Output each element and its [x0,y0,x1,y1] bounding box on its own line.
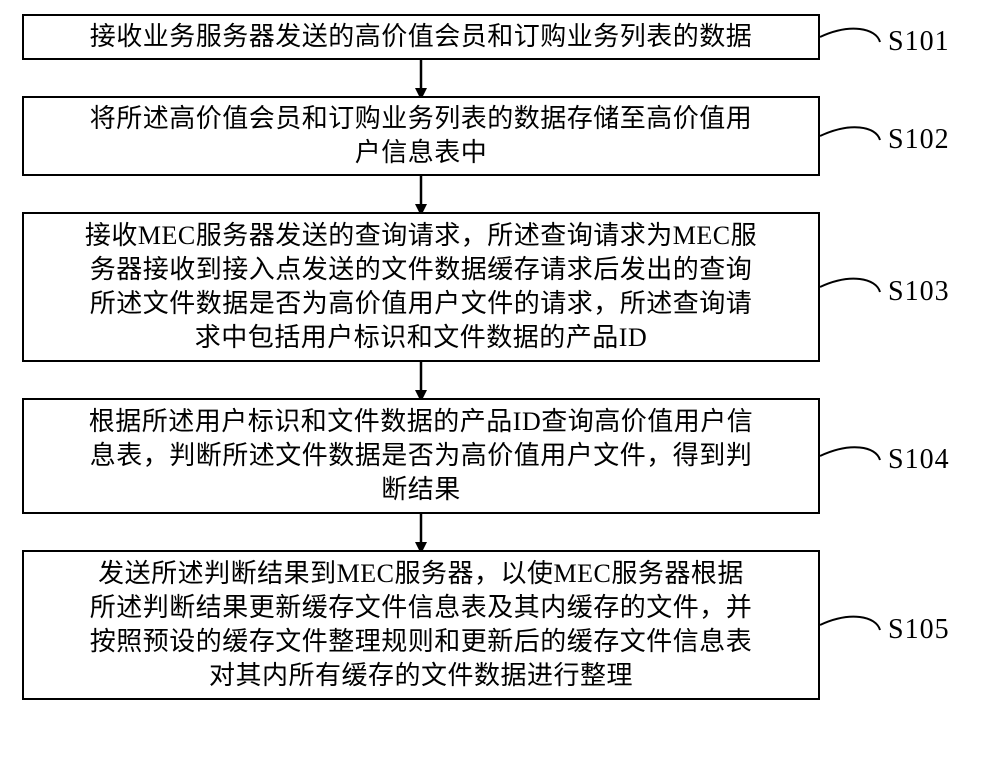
step-label-S105: S105 [888,614,950,646]
label-connector-S105 [820,617,880,630]
flowchart-stage: 接收业务服务器发送的高价值会员和订购业务列表的数据 S101 将所述高价值会员和订购… [0,0,1000,782]
process-step-S103: 接收MEC服务器发送的查询请求，所述查询请求为MEC服 务器接收到接入点发送的文… [22,212,820,362]
label-connector-S103 [820,279,880,292]
label-connector-S102 [820,127,880,140]
process-step-text: 接收业务服务器发送的高价值会员和订购业务列表的数据 [76,20,767,54]
process-step-S105: 发送所述判断结果到MEC服务器，以使MEC服务器根据 所述判断结果更新缓存文件信… [22,550,820,700]
step-label-S103: S103 [888,276,950,308]
step-label-S104: S104 [888,444,950,476]
process-step-S104: 根据所述用户标识和文件数据的产品ID查询高价值用户信 息表，判断所述文件数据是否… [22,398,820,514]
label-connector-S101 [820,29,880,42]
label-connector-S104 [820,447,880,460]
process-step-text: 将所述高价值会员和订购业务列表的数据存储至高价值用 户信息表中 [76,102,767,170]
step-label-S102: S102 [888,124,950,156]
process-step-S102: 将所述高价值会员和订购业务列表的数据存储至高价值用 户信息表中 [22,96,820,176]
process-step-text: 发送所述判断结果到MEC服务器，以使MEC服务器根据 所述判断结果更新缓存文件信… [76,557,767,692]
process-step-text: 接收MEC服务器发送的查询请求，所述查询请求为MEC服 务器接收到接入点发送的文… [71,219,771,354]
step-label-S101: S101 [888,26,950,58]
process-step-text: 根据所述用户标识和文件数据的产品ID查询高价值用户信 息表，判断所述文件数据是否… [75,405,767,506]
process-step-S101: 接收业务服务器发送的高价值会员和订购业务列表的数据 [22,14,820,60]
